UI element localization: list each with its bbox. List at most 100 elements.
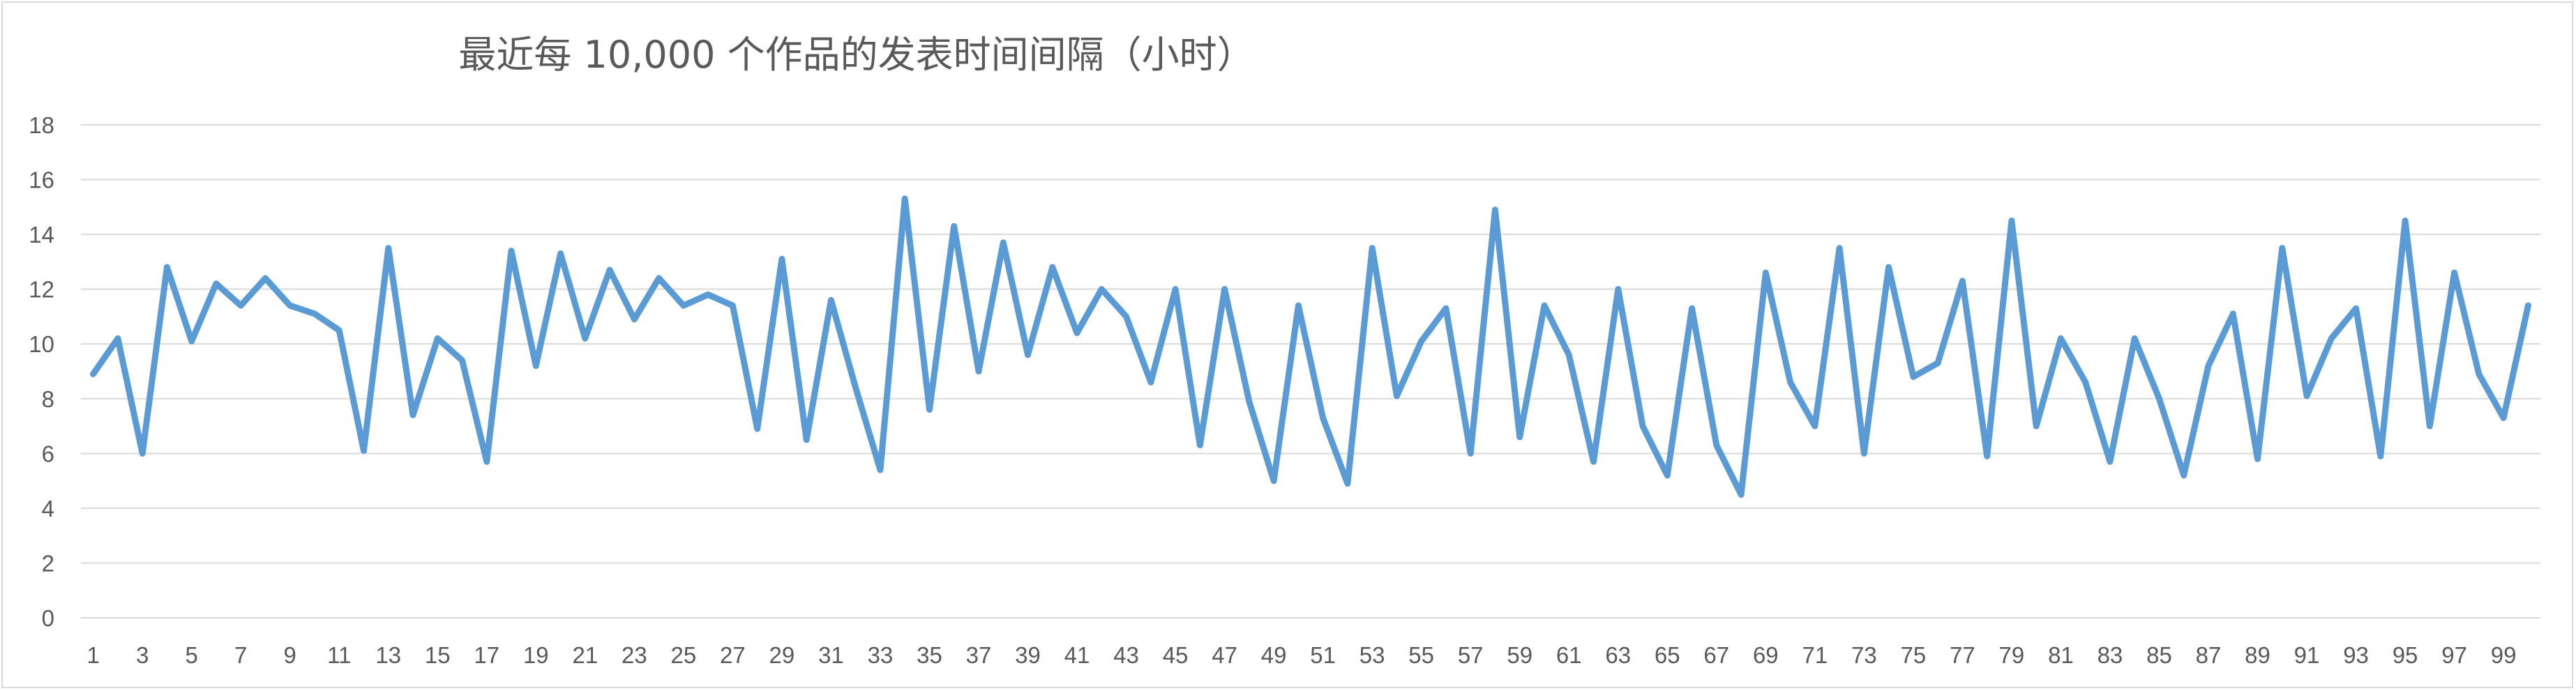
data-point bbox=[2329, 336, 2334, 341]
data-point bbox=[1641, 424, 1645, 429]
x-tick-label: 67 bbox=[1703, 642, 1729, 668]
data-point bbox=[2231, 312, 2236, 317]
x-tick-label: 19 bbox=[523, 642, 549, 668]
x-tick-label: 13 bbox=[375, 642, 401, 668]
y-tick-label: 6 bbox=[42, 441, 54, 466]
data-point bbox=[706, 292, 711, 297]
line-chart: 最近每 10,000 个作品的发表时间间隔（小时） 02468101214161… bbox=[29, 33, 2540, 668]
data-point bbox=[2403, 218, 2408, 223]
y-tick-label: 16 bbox=[29, 167, 54, 193]
x-tick-label: 23 bbox=[622, 642, 647, 668]
y-tick-label: 2 bbox=[42, 550, 54, 576]
data-point bbox=[2501, 416, 2506, 420]
x-tick-label: 29 bbox=[769, 642, 795, 668]
data-point bbox=[1173, 287, 1178, 291]
data-point bbox=[1345, 481, 1350, 486]
data-point bbox=[2058, 336, 2063, 341]
data-point bbox=[927, 407, 932, 412]
x-tick-label: 25 bbox=[671, 642, 697, 668]
y-axis-tick-labels: 0 2 4 6 8 10 12 14 16 18 bbox=[29, 112, 54, 631]
x-tick-label: 79 bbox=[1999, 642, 2025, 668]
data-point bbox=[2034, 424, 2039, 429]
data-point bbox=[484, 460, 489, 464]
data-point bbox=[1222, 287, 1227, 291]
x-tick-label: 41 bbox=[1064, 642, 1090, 668]
data-point bbox=[213, 281, 218, 286]
x-tick-label: 99 bbox=[2491, 642, 2517, 668]
x-tick-label: 97 bbox=[2441, 642, 2467, 668]
data-point bbox=[681, 303, 686, 308]
data-point bbox=[1493, 207, 1498, 212]
x-tick-label: 11 bbox=[327, 642, 351, 668]
data-point bbox=[1468, 451, 1473, 456]
data-point bbox=[1763, 271, 1768, 275]
x-tick-label: 85 bbox=[2146, 642, 2172, 668]
x-tick-label: 89 bbox=[2245, 642, 2270, 668]
data-point bbox=[2427, 424, 2432, 429]
data-point bbox=[804, 437, 809, 442]
data-point bbox=[1050, 265, 1055, 270]
y-tick-label: 0 bbox=[42, 605, 54, 631]
data-point bbox=[1911, 374, 1915, 379]
x-tick-label: 17 bbox=[474, 642, 499, 668]
x-tick-label: 73 bbox=[1851, 642, 1877, 668]
data-point bbox=[1394, 393, 1399, 398]
data-point bbox=[239, 303, 243, 308]
data-point bbox=[951, 224, 956, 229]
data-point bbox=[1862, 451, 1867, 456]
x-tick-label: 77 bbox=[1950, 642, 1975, 668]
x-tick-label: 45 bbox=[1163, 642, 1189, 668]
data-point bbox=[1320, 416, 1325, 420]
data-point bbox=[853, 386, 858, 390]
data-point bbox=[1272, 478, 1276, 483]
data-point bbox=[755, 426, 760, 431]
y-tick-label: 18 bbox=[29, 112, 54, 138]
x-tick-label: 83 bbox=[2097, 642, 2123, 668]
data-point bbox=[115, 336, 120, 341]
data-point bbox=[2280, 245, 2284, 250]
data-point bbox=[312, 312, 317, 317]
data-point bbox=[411, 413, 416, 418]
data-point bbox=[1665, 473, 1670, 478]
data-point bbox=[361, 448, 366, 453]
y-tick-label: 14 bbox=[29, 222, 54, 248]
series-layer bbox=[90, 195, 2531, 498]
x-tick-label: 3 bbox=[136, 642, 149, 668]
data-point bbox=[386, 245, 391, 250]
data-point bbox=[2009, 218, 2014, 223]
data-point bbox=[1246, 399, 1251, 404]
x-tick-label: 53 bbox=[1359, 642, 1385, 668]
x-tick-label: 35 bbox=[917, 642, 942, 668]
x-tick-label: 91 bbox=[2294, 642, 2320, 668]
data-point bbox=[558, 251, 563, 256]
y-tick-label: 10 bbox=[29, 331, 54, 357]
x-tick-label: 47 bbox=[1212, 642, 1237, 668]
x-tick-label: 59 bbox=[1507, 642, 1532, 668]
data-point bbox=[632, 317, 637, 321]
data-point bbox=[2452, 271, 2457, 275]
data-point bbox=[1739, 492, 1744, 497]
data-point bbox=[1936, 360, 1941, 365]
data-point bbox=[779, 257, 784, 261]
x-tick-label: 51 bbox=[1310, 642, 1336, 668]
data-point bbox=[534, 363, 538, 368]
y-tick-label: 4 bbox=[42, 496, 54, 522]
data-point bbox=[1198, 443, 1203, 448]
data-point bbox=[1542, 303, 1546, 308]
x-tick-label: 57 bbox=[1458, 642, 1484, 668]
chart-title: 最近每 10,000 个作品的发表时间间隔（小时） bbox=[458, 33, 1254, 77]
data-point bbox=[1960, 278, 1965, 283]
data-point bbox=[829, 298, 834, 303]
data-point bbox=[2305, 393, 2310, 398]
data-point bbox=[1886, 265, 1891, 270]
x-tick-label: 27 bbox=[720, 642, 746, 668]
data-point bbox=[878, 467, 882, 472]
data-point bbox=[337, 328, 342, 333]
x-tick-label: 39 bbox=[1015, 642, 1041, 668]
data-point bbox=[608, 268, 612, 273]
data-point bbox=[1124, 314, 1129, 319]
y-tick-label: 8 bbox=[42, 386, 54, 412]
data-point bbox=[656, 275, 661, 280]
series-line-0 bbox=[90, 195, 2531, 498]
